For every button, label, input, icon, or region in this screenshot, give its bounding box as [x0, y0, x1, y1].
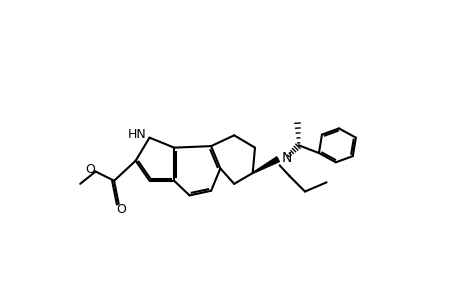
Text: HN: HN: [128, 128, 146, 141]
Text: N: N: [280, 152, 291, 165]
Text: O: O: [116, 203, 126, 216]
Polygon shape: [252, 157, 279, 173]
Text: O: O: [85, 163, 95, 176]
